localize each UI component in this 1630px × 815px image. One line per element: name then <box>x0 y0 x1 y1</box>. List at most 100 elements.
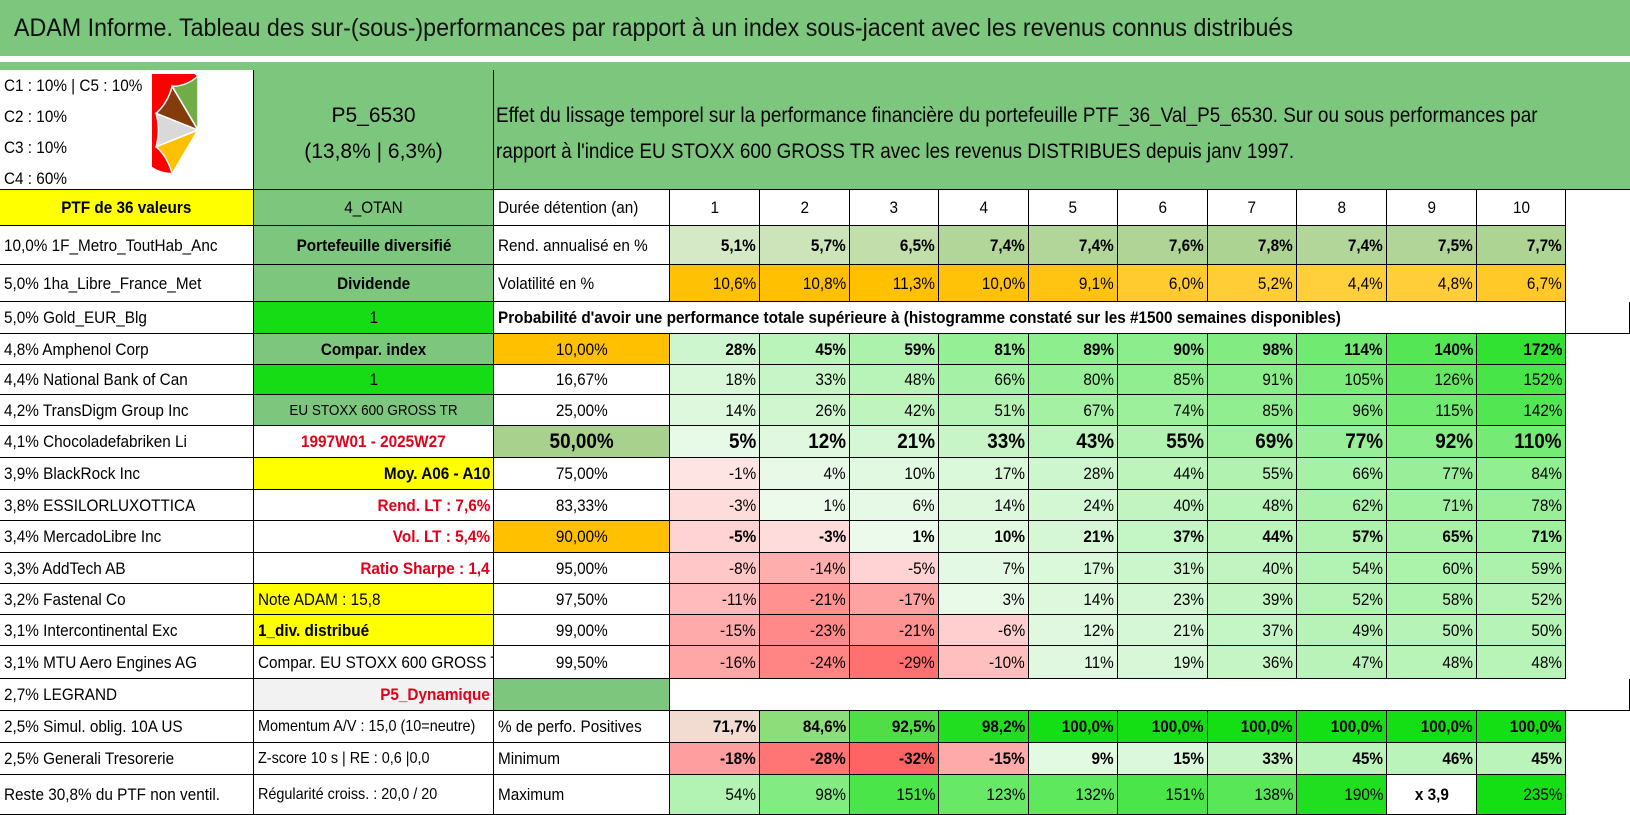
holding-row-label: 3,4% MercadoLibre Inc <box>0 521 254 553</box>
minimum-value: -15% <box>939 743 1029 775</box>
info-cell: Note ADAM : 15,8 <box>254 584 494 615</box>
volatility-value: 11,3% <box>850 265 939 302</box>
holding-row-label: 4,2% TransDigm Group Inc <box>0 395 254 426</box>
percentile-value: 31% <box>1118 553 1208 584</box>
maximum-value: 132% <box>1029 775 1118 815</box>
positives-value: 100,0% <box>1387 711 1477 743</box>
percentile-value: -21% <box>850 615 939 646</box>
percentile-value: 21% <box>1029 521 1118 553</box>
percentile-value: 85% <box>1208 395 1297 426</box>
maximum-value: 54% <box>670 775 760 815</box>
percentile-value: 172% <box>1477 334 1566 365</box>
blank-cell <box>494 679 670 711</box>
percentile-value: 142% <box>1477 395 1566 426</box>
minimum-value: -28% <box>760 743 850 775</box>
percentile-value: 48% <box>1387 646 1477 679</box>
minimum-value: -18% <box>670 743 760 775</box>
percentile-value: 33% <box>939 426 1029 458</box>
return-value: 7,5% <box>1387 226 1477 265</box>
percentile-value: 45% <box>760 334 850 365</box>
percentile-value: 1% <box>760 490 850 521</box>
info-cell: 1997W01 - 2025W27 <box>254 426 494 458</box>
percentile-value: 24% <box>1029 490 1118 521</box>
percentile-value: -21% <box>760 584 850 615</box>
positives-value: 100,0% <box>1297 711 1387 743</box>
percentile-value: 59% <box>850 334 939 365</box>
info-cell: Rend. LT : 7,6% <box>254 490 494 521</box>
percentile-value: 43% <box>1029 426 1118 458</box>
percentile-value: -23% <box>760 615 850 646</box>
return-value: 7,7% <box>1477 226 1566 265</box>
percentile-value: 140% <box>1387 334 1477 365</box>
percentile-value: 3% <box>939 584 1029 615</box>
percentile-value: 48% <box>1208 490 1297 521</box>
minimum-value: 45% <box>1477 743 1566 775</box>
percentile-value: 17% <box>939 458 1029 490</box>
percentile-value: 39% <box>1208 584 1297 615</box>
percentile-value: 14% <box>939 490 1029 521</box>
holding-row-label: 2,5% Generali Tresorerie <box>0 743 254 775</box>
percentile-value: 84% <box>1477 458 1566 490</box>
positives-value: 84,6% <box>760 711 850 743</box>
percentile-value: 28% <box>670 334 760 365</box>
percentile-value: 48% <box>1477 646 1566 679</box>
minimum-label: Minimum <box>494 743 670 775</box>
percentile-value: -6% <box>939 615 1029 646</box>
info-cell: Moy. A06 - A10 <box>254 458 494 490</box>
holding-row-label: 5,0% Gold_EUR_Blg <box>0 302 254 334</box>
percentile-value: 14% <box>670 395 760 426</box>
volatility-value: 4,8% <box>1387 265 1477 302</box>
minimum-value: 45% <box>1297 743 1387 775</box>
percentile-value: 21% <box>850 426 939 458</box>
positives-value: 100,0% <box>1118 711 1208 743</box>
percentile-value: 10% <box>850 458 939 490</box>
info-cell: 4_OTAN <box>254 190 494 226</box>
duration-year: 7 <box>1208 190 1297 226</box>
percentile-value: 59% <box>1477 553 1566 584</box>
return-value: 5,7% <box>760 226 850 265</box>
maximum-value: 138% <box>1208 775 1297 815</box>
holding-row-label: 3,9% BlackRock Inc <box>0 458 254 490</box>
percentile-value: 96% <box>1297 395 1387 426</box>
info-cell: 1 <box>254 365 494 395</box>
info-cell: EU STOXX 600 GROSS TR <box>254 395 494 426</box>
performance-table: PTF de 36 valeurs 10,0% 1F_Metro_ToutHab_… <box>0 70 1630 815</box>
percentile-value: 57% <box>1297 521 1387 553</box>
percentile-value: 48% <box>850 365 939 395</box>
percentile-value: 105% <box>1297 365 1387 395</box>
volatility-value: 10,8% <box>760 265 850 302</box>
info-cell: Vol. LT : 5,4% <box>254 521 494 553</box>
percentile-value: 52% <box>1297 584 1387 615</box>
percentile-value: 77% <box>1297 426 1387 458</box>
percentile-value: -17% <box>850 584 939 615</box>
percentile-value: 33% <box>760 365 850 395</box>
percentile-value: 14% <box>1029 584 1118 615</box>
duration-year: 9 <box>1387 190 1477 226</box>
percentile-value: 10% <box>939 521 1029 553</box>
header-strip <box>0 62 1630 70</box>
percentile-value: 26% <box>760 395 850 426</box>
percentile-value: 50% <box>1387 615 1477 646</box>
return-value: 7,6% <box>1118 226 1208 265</box>
percentile-value: -8% <box>670 553 760 584</box>
holding-row-label: 4,8% Amphenol Corp <box>0 334 254 365</box>
returns-label: Rend. annualisé en % <box>494 226 670 265</box>
percentile-value: -1% <box>670 458 760 490</box>
percentile-value: 62% <box>1297 490 1387 521</box>
percentile-value: 152% <box>1477 365 1566 395</box>
duration-year: 2 <box>760 190 850 226</box>
percentile-value: 78% <box>1477 490 1566 521</box>
maximum-value: 98% <box>760 775 850 815</box>
maximum-value: 190% <box>1297 775 1387 815</box>
percentile-label: 99,00% <box>494 615 670 646</box>
percentile-value: -3% <box>670 490 760 521</box>
minimum-value: -32% <box>850 743 939 775</box>
percentile-value: -5% <box>850 553 939 584</box>
percentile-value: 23% <box>1118 584 1208 615</box>
percentile-value: 69% <box>1208 426 1297 458</box>
percentile-value: 51% <box>939 395 1029 426</box>
percentile-value: 28% <box>1029 458 1118 490</box>
positives-value: 71,7% <box>670 711 760 743</box>
return-value: 7,8% <box>1208 226 1297 265</box>
percentile-value: 4% <box>760 458 850 490</box>
